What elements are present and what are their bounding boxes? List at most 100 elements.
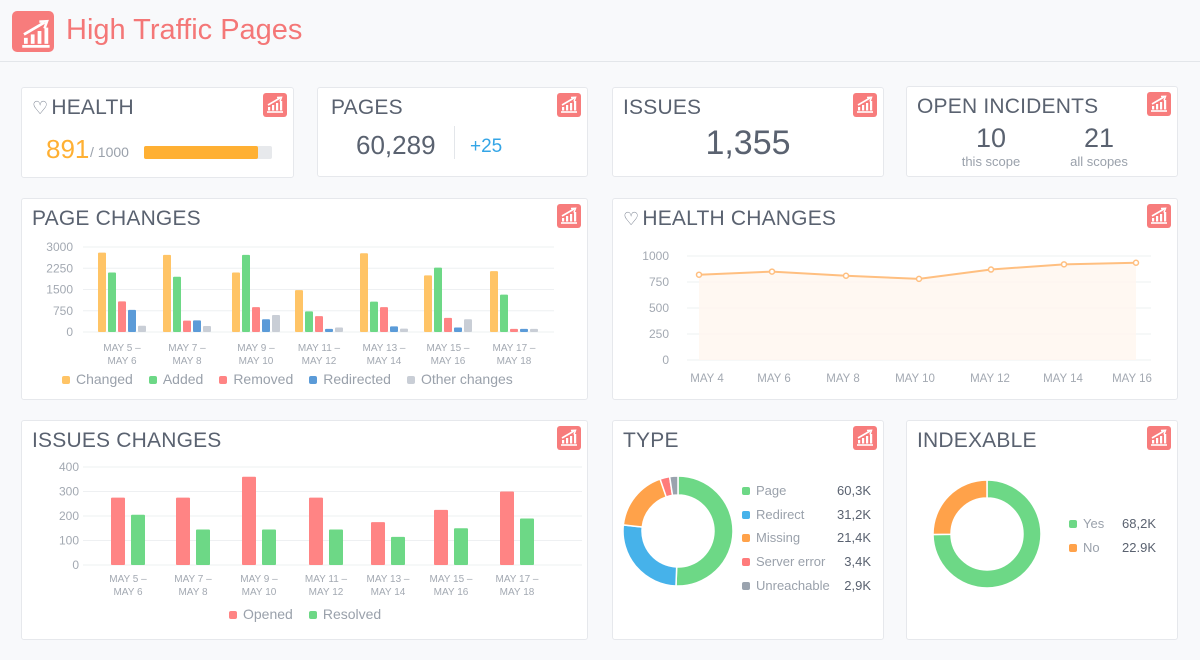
- x-tick-label: MAY 10: [242, 587, 277, 598]
- legend-value: 3,4K: [844, 554, 871, 569]
- x-tick-label: MAY 17 –: [493, 343, 536, 354]
- bar-redirected: [454, 327, 462, 332]
- x-tick-label: MAY 16: [434, 587, 469, 598]
- legend-label: Changed: [76, 371, 133, 387]
- bar-other-changes: [400, 328, 408, 332]
- legend-item[interactable]: Redirected: [309, 371, 391, 387]
- legend-swatch: [229, 611, 237, 619]
- legend-item[interactable]: Changed: [62, 371, 133, 387]
- donut-slice-yes: [932, 479, 1042, 589]
- legend-value: 31,2K: [837, 507, 871, 522]
- x-tick-label: MAY 16: [431, 356, 466, 367]
- data-point: [987, 266, 995, 273]
- x-tick-label: MAY 6: [113, 587, 143, 598]
- bar-resolved: [520, 518, 534, 565]
- bar-opened: [371, 522, 385, 565]
- area-fill: [699, 262, 1136, 360]
- bar-resolved: [454, 528, 468, 565]
- chart-trend-icon[interactable]: [263, 93, 287, 117]
- card-title: ♡ HEALTH: [32, 96, 134, 120]
- bar-redirected: [390, 326, 398, 332]
- legend-item[interactable]: Other changes: [406, 371, 513, 387]
- x-tick-label: MAY 9 –: [240, 574, 278, 585]
- x-tick-label: MAY 15 –: [430, 574, 473, 585]
- page-title: High Traffic Pages: [66, 14, 303, 46]
- legend-item[interactable]: Opened: [229, 606, 293, 622]
- chart-trend-icon[interactable]: [853, 426, 877, 450]
- legend-item[interactable]: Server error: [742, 554, 825, 569]
- legend-item[interactable]: Added: [148, 371, 203, 387]
- y-tick-label: 3000: [46, 240, 73, 254]
- trending-chart-icon: [12, 11, 54, 52]
- legend-item[interactable]: Unreachable: [742, 578, 830, 593]
- card-title: ISSUES: [623, 96, 702, 119]
- legend-item[interactable]: Resolved: [308, 606, 382, 622]
- chart-trend-icon[interactable]: [1147, 204, 1171, 228]
- legend-swatch: [309, 376, 318, 384]
- data-point: [1132, 259, 1140, 267]
- x-tick-label: MAY 13 –: [363, 343, 406, 354]
- bar-changed: [424, 275, 432, 332]
- health-changes-card: ♡ HEALTH CHANGES 0 250 500 750 1000 MAY 4 MAY 6…: [612, 198, 1178, 400]
- x-tick-label: MAY 10: [239, 356, 274, 367]
- legend-value: 2,9K: [844, 578, 871, 593]
- legend-item[interactable]: Page: [742, 483, 786, 498]
- x-tick-label: MAY 14: [371, 587, 406, 598]
- donut-slice-no: [932, 479, 988, 536]
- indexable-card: INDEXABLE Yes 68,2K No 22.9K: [906, 420, 1178, 640]
- card-title: OPEN INCIDENTS: [917, 95, 1099, 118]
- y-tick-label: 0: [662, 353, 669, 367]
- legend-item[interactable]: Missing: [742, 530, 800, 545]
- pages-value: 60,289: [356, 130, 436, 160]
- chart-trend-icon[interactable]: [557, 426, 581, 450]
- legend-item[interactable]: No: [1069, 540, 1100, 555]
- x-tick-label: MAY 7 –: [174, 574, 212, 585]
- legend-label: Yes: [1083, 516, 1105, 531]
- y-tick-label: 300: [59, 485, 79, 499]
- x-tick-label: MAY 12: [309, 587, 344, 598]
- bar-removed: [252, 307, 260, 332]
- bar-removed: [118, 301, 126, 332]
- pages-card: PAGES 60,289 +25: [317, 87, 588, 177]
- indexable-donut-chart: [932, 479, 1042, 589]
- card-title: ♡ HEALTH CHANGES: [623, 207, 837, 230]
- legend-item[interactable]: Removed: [219, 371, 293, 387]
- bar-resolved: [391, 536, 405, 565]
- data-point: [1060, 261, 1068, 268]
- health-card: ♡ HEALTH 891 / 1000: [21, 87, 294, 178]
- bar-added: [242, 254, 250, 332]
- divider: [454, 126, 455, 159]
- legend-label: No: [1083, 540, 1100, 555]
- chart-trend-icon[interactable]: [1147, 426, 1171, 450]
- legend-label: Opened: [243, 606, 293, 622]
- legend-label: Resolved: [322, 606, 382, 622]
- bar-resolved: [196, 529, 210, 565]
- bar-redirected: [128, 309, 136, 332]
- chart-trend-icon[interactable]: [853, 93, 877, 117]
- bar-opened: [176, 497, 190, 565]
- x-tick-label: MAY 9 –: [237, 343, 275, 354]
- bar-other-changes: [335, 327, 343, 332]
- x-tick-label: MAY 10: [895, 373, 935, 385]
- legend-value: 68,2K: [1122, 516, 1156, 531]
- chart-trend-icon[interactable]: [1147, 92, 1171, 116]
- legend-swatch: [742, 581, 750, 590]
- y-tick-label: 0: [66, 325, 73, 339]
- legend-swatch: [742, 510, 750, 519]
- legend-item[interactable]: Yes: [1069, 516, 1104, 531]
- legend-swatch: [219, 376, 228, 384]
- bar-redirected: [193, 320, 201, 332]
- legend-item[interactable]: Redirect: [742, 507, 804, 522]
- legend-value: 60,3K: [837, 483, 871, 498]
- bar-other-changes: [530, 328, 538, 332]
- y-tick-label: 750: [649, 275, 669, 289]
- bar-changed: [163, 254, 171, 332]
- legend-value: 22.9K: [1122, 540, 1156, 555]
- x-tick-label: MAY 4: [690, 373, 724, 385]
- bar-resolved: [131, 514, 145, 565]
- y-tick-label: 200: [59, 509, 79, 523]
- chart-trend-icon[interactable]: [557, 204, 581, 228]
- legend-swatch: [742, 557, 750, 566]
- x-tick-label: MAY 5 –: [103, 343, 141, 354]
- chart-trend-icon[interactable]: [557, 93, 581, 117]
